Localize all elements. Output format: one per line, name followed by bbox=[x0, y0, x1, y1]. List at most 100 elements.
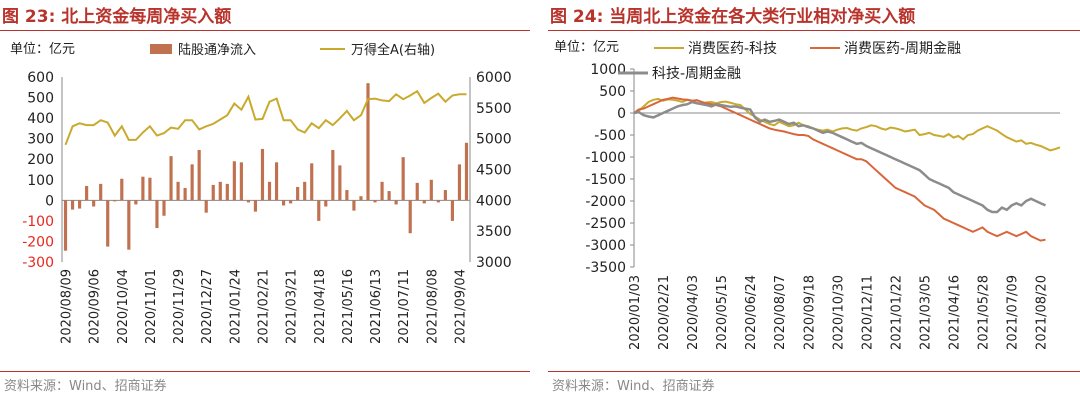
sector-relative-net-buy-chart: 单位：亿元 -3500 -3000 -2500 -2000 -1500 -1000 -500 0… bbox=[548, 31, 1080, 369]
bar bbox=[451, 200, 454, 221]
bar bbox=[395, 200, 398, 204]
y-tick-label-right: 4500 bbox=[476, 163, 512, 179]
x-tick-label: 2020/12/27 bbox=[200, 269, 215, 344]
footer-divider bbox=[0, 371, 530, 372]
unit-label: 单位：亿元 bbox=[10, 42, 75, 57]
chart-title: 图 23: 北上资金每周净买入额 bbox=[2, 2, 231, 27]
x-tick-label: 2021/04/16 bbox=[948, 275, 963, 350]
y-tick-label: -3000 bbox=[585, 238, 626, 254]
series-line bbox=[634, 102, 1046, 212]
y-tick-label: 0 bbox=[617, 106, 626, 122]
x-tick-label: 2021/01/22 bbox=[889, 275, 904, 350]
bar bbox=[303, 182, 306, 201]
legend-label: 科技-周期金融 bbox=[652, 66, 741, 82]
x-tick-label: 2021/04/18 bbox=[313, 269, 328, 344]
series-line-wind-a bbox=[66, 91, 467, 145]
bar bbox=[191, 164, 194, 200]
x-tick-label: 2021/02/21 bbox=[256, 269, 271, 344]
bar bbox=[352, 200, 355, 210]
bar bbox=[92, 200, 95, 206]
bar bbox=[331, 150, 334, 200]
y-tick-label-left: 600 bbox=[27, 70, 54, 86]
x-tick-label: 2020/08/09 bbox=[60, 269, 75, 344]
legend-label-bar: 陆股通净流入 bbox=[178, 42, 256, 58]
bar bbox=[310, 163, 313, 200]
y-tick-label: -3500 bbox=[585, 260, 626, 276]
x-tick-label: 2021/05/16 bbox=[341, 269, 356, 344]
bar bbox=[226, 184, 229, 200]
y-tick-label-left: 300 bbox=[27, 132, 54, 148]
source-note: 资料来源：Wind、招商证券 bbox=[552, 375, 715, 394]
bar bbox=[78, 200, 81, 208]
weekly-net-buy-chart: 单位：亿元 陆股通净流入 万得全A(右轴) -300 -200 -100 0 100 200 30… bbox=[0, 31, 530, 369]
y-tick-label-left: 500 bbox=[27, 91, 54, 107]
y-tick-label: -1500 bbox=[585, 172, 626, 188]
x-tick-label: 2021/06/13 bbox=[369, 269, 384, 344]
bar bbox=[380, 182, 383, 201]
y-tick-label-left: 100 bbox=[27, 173, 54, 189]
bar bbox=[71, 200, 74, 209]
x-tick-label: 2021/09/04 bbox=[453, 269, 468, 344]
bar bbox=[282, 200, 285, 205]
y-tick-label-right: 3500 bbox=[476, 224, 512, 240]
y-tick-label: 1000 bbox=[590, 62, 626, 78]
bar bbox=[113, 200, 116, 201]
chart-panel-weekly-net-buy: 图 23: 北上资金每周净买入额 单位：亿元 陆股通净流入 万得全A(右轴) -300… bbox=[0, 0, 530, 401]
bar bbox=[127, 200, 130, 249]
bar bbox=[176, 182, 179, 201]
bar bbox=[198, 150, 201, 200]
bar bbox=[64, 200, 67, 250]
y-tick-label: -1000 bbox=[585, 150, 626, 166]
x-tick-label: 2021/08/08 bbox=[425, 269, 440, 344]
x-tick-label: 2021/08/20 bbox=[1035, 275, 1050, 350]
y-tick-label: -2500 bbox=[585, 216, 626, 232]
y-tick-label-left: 0 bbox=[45, 193, 54, 209]
y-tick-label-right: 5000 bbox=[476, 132, 512, 148]
chart-title: 图 24: 当周北上资金在各大类行业相对净买入额 bbox=[550, 2, 915, 27]
bar bbox=[106, 200, 109, 246]
source-note: 资料来源：Wind、招商证券 bbox=[4, 375, 167, 394]
x-tick-label: 2020/09/06 bbox=[88, 269, 103, 344]
legend-swatch-bar bbox=[150, 44, 172, 54]
bar bbox=[120, 179, 123, 201]
bar bbox=[458, 164, 461, 200]
bar bbox=[373, 200, 376, 202]
series-line bbox=[634, 98, 1046, 241]
bar bbox=[212, 185, 215, 200]
bar bbox=[317, 200, 320, 221]
bar bbox=[409, 200, 412, 233]
y-tick-label: 500 bbox=[599, 84, 626, 100]
x-tick-label: 2020/01/03 bbox=[628, 275, 643, 350]
x-tick-label: 2020/04/03 bbox=[686, 275, 701, 350]
x-tick-label: 2020/02/21 bbox=[657, 275, 672, 350]
y-tick-label: -2000 bbox=[585, 194, 626, 210]
bar bbox=[219, 182, 222, 201]
bar bbox=[338, 165, 341, 200]
chart-panel-sector-relative-net-buy: 图 24: 当周北上资金在各大类行业相对净买入额 单位：亿元 -3500 -3000… bbox=[548, 0, 1080, 401]
bar bbox=[155, 200, 158, 228]
series-line bbox=[634, 99, 1060, 150]
x-tick-label: 2020/08/07 bbox=[773, 275, 788, 350]
bar bbox=[437, 200, 440, 202]
x-tick-label: 2020/11/29 bbox=[172, 269, 187, 344]
bar bbox=[423, 200, 426, 203]
legend-label: 消费医药-周期金融 bbox=[844, 41, 961, 57]
bar bbox=[254, 200, 257, 211]
x-tick-label: 2020/09/18 bbox=[802, 275, 817, 350]
bar bbox=[169, 156, 172, 200]
x-tick-label: 2020/05/15 bbox=[715, 275, 730, 350]
legend-label: 消费医药-科技 bbox=[688, 41, 777, 57]
x-tick-label: 2021/05/28 bbox=[977, 275, 992, 350]
bar bbox=[261, 149, 264, 200]
bar bbox=[205, 200, 208, 212]
bar bbox=[275, 162, 278, 200]
bar bbox=[240, 162, 243, 200]
x-tick-label: 2020/11/01 bbox=[144, 269, 159, 344]
bar bbox=[99, 184, 102, 200]
y-tick-label: -500 bbox=[594, 128, 626, 144]
bar bbox=[268, 182, 271, 201]
y-tick-label-right: 5500 bbox=[476, 101, 512, 117]
bar bbox=[184, 188, 187, 200]
x-tick-label: 2020/12/11 bbox=[860, 275, 875, 350]
bar bbox=[148, 178, 151, 201]
